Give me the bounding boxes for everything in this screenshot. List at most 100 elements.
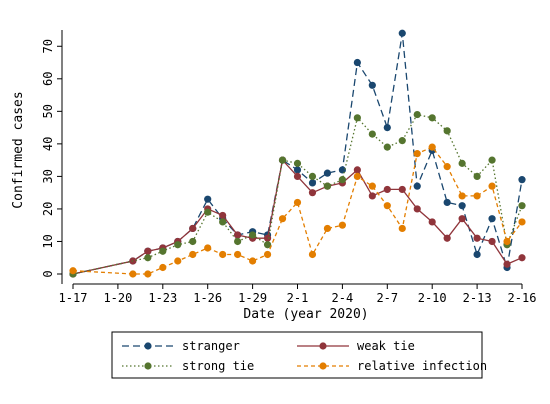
data-point <box>159 247 167 255</box>
data-point <box>488 215 496 223</box>
data-point <box>458 215 466 223</box>
data-point <box>398 185 406 194</box>
data-point <box>383 143 391 151</box>
data-point <box>353 166 361 174</box>
data-point <box>234 250 242 259</box>
data-point <box>443 198 451 207</box>
series-2 <box>69 110 526 278</box>
data-point <box>398 137 406 145</box>
data-point <box>383 202 391 210</box>
x-axis-ticks: 1-17 1-20 1-23 1-26 1-29 2-1 2-4 2-7 2-10 2-13 2-1… <box>59 284 537 305</box>
y-tick-label: 50 <box>41 104 55 118</box>
data-point <box>518 202 526 210</box>
data-point <box>458 159 466 167</box>
data-point <box>189 237 197 246</box>
legend-item: strong tie <box>122 359 254 373</box>
y-tick-label: 10 <box>41 234 55 248</box>
legend-marker <box>319 342 327 350</box>
x-tick-label: 1-26 <box>193 291 222 305</box>
data-point <box>204 195 212 203</box>
data-point <box>219 218 227 226</box>
data-point <box>443 234 451 242</box>
y-tick-label: 20 <box>41 202 55 216</box>
data-point <box>234 231 242 239</box>
data-point <box>249 231 257 239</box>
data-point <box>338 221 346 229</box>
data-point <box>398 224 406 233</box>
legend-label: relative infection <box>357 359 487 373</box>
legend-label: weak tie <box>357 339 415 353</box>
data-point <box>219 250 227 259</box>
data-point <box>473 234 481 242</box>
legend-item: weak tie <box>297 339 415 353</box>
data-point <box>308 189 317 197</box>
data-point <box>353 114 361 122</box>
series-line <box>72 146 523 275</box>
data-point <box>174 241 182 249</box>
data-point <box>443 163 451 171</box>
data-point <box>323 182 332 190</box>
data-point <box>368 182 376 190</box>
x-tick-label: 1-20 <box>103 291 132 305</box>
data-point <box>144 270 152 278</box>
legend-marker <box>319 362 327 370</box>
data-point <box>503 260 511 268</box>
data-point <box>383 124 391 132</box>
series-layer <box>69 29 526 278</box>
data-point <box>383 185 391 194</box>
x-tick-label: 2-10 <box>418 291 447 305</box>
x-tick-label: 2-13 <box>463 291 492 305</box>
data-point <box>428 114 436 122</box>
legend-label: strong tie <box>182 359 254 373</box>
data-point <box>189 250 197 259</box>
x-tick-label: 2-4 <box>332 291 354 305</box>
data-point <box>144 247 152 255</box>
data-point <box>234 237 242 246</box>
data-point <box>413 182 421 190</box>
data-point <box>129 270 137 278</box>
legend-items: stranger weak tie strong tie relative infec… <box>122 339 487 373</box>
data-point <box>428 218 436 226</box>
data-point <box>293 198 302 207</box>
data-point <box>413 110 421 119</box>
x-tick-label: 1-23 <box>148 291 177 305</box>
data-point <box>428 143 436 151</box>
data-point <box>413 205 421 213</box>
y-tick-label: 30 <box>41 169 55 183</box>
data-point <box>204 208 212 216</box>
x-tick-label: 2-16 <box>508 291 537 305</box>
data-point <box>293 159 302 167</box>
data-point <box>323 169 332 177</box>
data-point <box>338 176 346 184</box>
y-tick-label: 0 <box>41 270 55 277</box>
data-point <box>488 182 496 190</box>
data-point <box>308 250 317 259</box>
data-point <box>368 192 376 200</box>
legend-item: relative infection <box>297 359 487 373</box>
data-point <box>443 127 451 135</box>
data-point <box>278 215 287 223</box>
data-point <box>473 250 481 259</box>
data-point <box>518 176 526 184</box>
data-point <box>518 218 526 226</box>
data-point <box>308 172 317 180</box>
data-point <box>219 211 227 220</box>
series-3 <box>69 143 526 278</box>
data-point <box>189 224 197 233</box>
legend-item: stranger <box>122 339 240 353</box>
data-point <box>488 156 496 164</box>
data-point <box>458 202 466 210</box>
data-point <box>398 29 406 37</box>
legend-marker <box>144 342 152 350</box>
data-point <box>263 250 272 259</box>
x-tick-label: 2-7 <box>376 291 398 305</box>
data-point <box>473 172 481 180</box>
data-point <box>353 58 361 67</box>
data-point <box>278 156 287 164</box>
y-tick-label: 70 <box>41 39 55 53</box>
data-point <box>503 237 511 246</box>
y-axis-title: Confirmed cases <box>11 91 26 208</box>
data-point <box>338 166 346 174</box>
data-point <box>458 192 466 200</box>
data-point <box>473 192 481 200</box>
